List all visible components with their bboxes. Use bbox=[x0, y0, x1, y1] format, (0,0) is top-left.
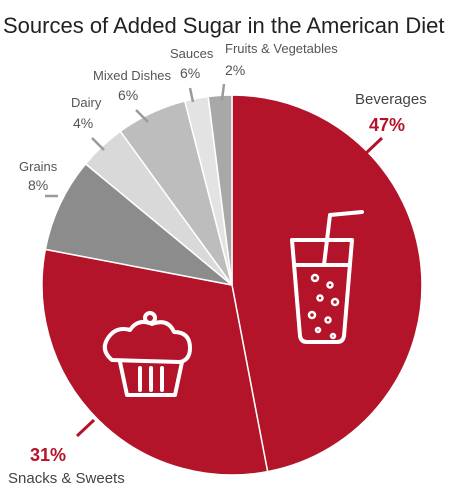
slice-icons bbox=[102, 210, 364, 397]
drink-glass-icon bbox=[290, 210, 364, 344]
slice-label-grains: Grains bbox=[19, 159, 58, 174]
leader-line-snacks-sweets bbox=[75, 418, 96, 438]
cupcake-frosting bbox=[102, 320, 192, 364]
slice-label-fruits-vegetables: Fruits & Vegetables bbox=[225, 41, 338, 56]
cupcake-wrapper bbox=[118, 360, 184, 397]
slice-value-sauces: 6% bbox=[180, 65, 200, 81]
pie-slices bbox=[41, 94, 423, 476]
slice-value-dairy: 4% bbox=[73, 115, 93, 131]
slice-labels: Beverages 47% Snacks & Sweets 31% Grains 8% Da… bbox=[8, 41, 427, 487]
glass-bubble bbox=[330, 297, 340, 307]
glass-bubble bbox=[316, 294, 324, 302]
slice-label-dairy: Dairy bbox=[71, 95, 102, 110]
pie-slice-fruits-vegetables bbox=[207, 94, 233, 286]
glass-bubble bbox=[326, 281, 334, 289]
chart-title: Sources of Added Sugar in the American D… bbox=[3, 13, 444, 38]
glass-straw bbox=[322, 210, 364, 267]
glass-bubble bbox=[324, 316, 332, 324]
glass-bubble bbox=[329, 332, 337, 340]
slice-label-sauces: Sauces bbox=[170, 46, 214, 61]
slice-label-mixed-dishes: Mixed Dishes bbox=[93, 68, 172, 83]
pie-slice-grains bbox=[44, 162, 233, 286]
leader-line-fruits-vegetables bbox=[220, 83, 226, 101]
slice-label-beverages: Beverages bbox=[355, 91, 427, 108]
leader-line-beverages bbox=[362, 136, 384, 157]
glass-bubble bbox=[314, 326, 322, 334]
leader-line-mixed-dishes bbox=[135, 109, 149, 123]
leader-line-sauces bbox=[188, 87, 195, 103]
glass-bubble bbox=[310, 273, 320, 283]
leader-line-dairy bbox=[91, 137, 105, 151]
slice-value-grains: 8% bbox=[28, 177, 48, 193]
glass-bubble bbox=[307, 310, 317, 320]
slice-value-beverages: 47% bbox=[369, 115, 405, 135]
leader-lines bbox=[45, 83, 384, 438]
glass-body bbox=[290, 238, 354, 344]
slice-label-snacks-sweets: Snacks & Sweets bbox=[8, 470, 125, 487]
slice-value-fruits-vegetables: 2% bbox=[225, 62, 245, 78]
cupcake-icon bbox=[102, 311, 192, 397]
slice-value-snacks-sweets: 31% bbox=[30, 445, 66, 465]
slice-value-mixed-dishes: 6% bbox=[118, 87, 138, 103]
